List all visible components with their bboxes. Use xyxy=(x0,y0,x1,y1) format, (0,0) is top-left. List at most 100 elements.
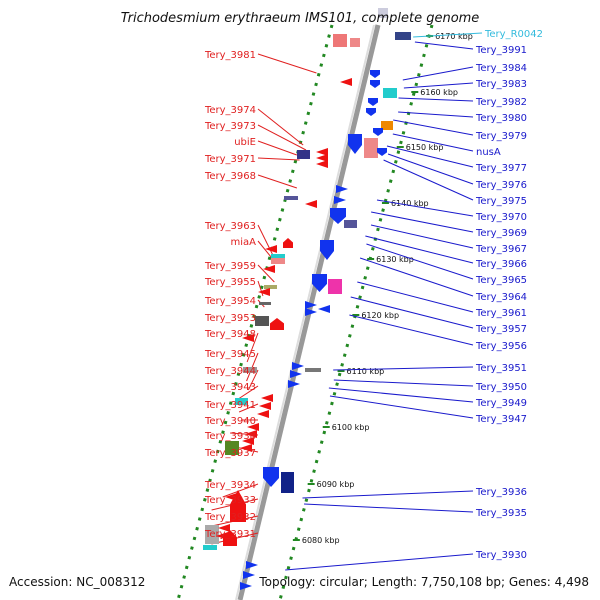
plus-strand-gene[interactable] xyxy=(334,196,346,204)
gene-feature[interactable] xyxy=(305,368,321,372)
gene-label-tery-3934[interactable]: Tery_3934 xyxy=(204,480,256,491)
plus-strand-gene[interactable] xyxy=(366,108,376,116)
gene-label-nusa[interactable]: nusA xyxy=(476,147,501,158)
plus-strand-gene[interactable] xyxy=(263,467,279,487)
plus-strand-gene[interactable] xyxy=(370,80,380,88)
gene-label-ubie[interactable]: ubiE xyxy=(234,137,256,148)
gene-label-tery-3936[interactable]: Tery_3936 xyxy=(475,487,527,498)
gene-label-tery-3973[interactable]: Tery_3973 xyxy=(204,121,256,132)
gene-label-tery-3948[interactable]: Tery_3948 xyxy=(204,329,256,340)
minus-strand-gene[interactable] xyxy=(283,238,293,248)
plus-strand-gene[interactable] xyxy=(305,301,317,309)
gene-label-tery-3933[interactable]: Tery_3933 xyxy=(204,495,256,506)
gene-label-tery-3964[interactable]: Tery_3964 xyxy=(475,292,527,303)
gene-feature[interactable] xyxy=(297,150,310,159)
gene-label-tery-3947[interactable]: Tery_3947 xyxy=(475,414,527,425)
plus-strand-gene[interactable] xyxy=(292,362,304,370)
plus-strand-gene[interactable] xyxy=(368,98,378,106)
minus-strand-gene[interactable] xyxy=(245,430,257,438)
gene-feature[interactable] xyxy=(344,220,357,228)
plus-strand-gene[interactable] xyxy=(377,148,387,156)
gene-label-tery-3935[interactable]: Tery_3935 xyxy=(475,508,527,519)
gene-label-tery-3975[interactable]: Tery_3975 xyxy=(475,196,527,207)
gene-feature[interactable] xyxy=(350,38,360,47)
gene-feature[interactable] xyxy=(281,472,294,493)
gene-label-tery-3963[interactable]: Tery_3963 xyxy=(204,221,256,232)
plus-strand-gene[interactable] xyxy=(320,240,334,260)
gene-feature[interactable] xyxy=(203,545,217,550)
gene-label-tery-3966[interactable]: Tery_3966 xyxy=(475,259,527,270)
gene-feature[interactable] xyxy=(381,121,393,130)
gene-feature[interactable] xyxy=(205,525,219,544)
gene-label-tery-3967[interactable]: Tery_3967 xyxy=(475,244,527,255)
plus-strand-gene[interactable] xyxy=(290,370,302,378)
minus-strand-gene[interactable] xyxy=(316,148,328,156)
gene-label-tery-3950[interactable]: Tery_3950 xyxy=(475,382,527,393)
minus-strand-gene[interactable] xyxy=(305,200,317,208)
minus-strand-gene[interactable] xyxy=(265,245,277,253)
gene-label-tery-3976[interactable]: Tery_3976 xyxy=(475,180,527,191)
gene-feature[interactable] xyxy=(259,302,271,305)
minus-strand-gene[interactable] xyxy=(258,288,270,296)
gene-label-tery-3961[interactable]: Tery_3961 xyxy=(475,308,527,319)
minus-strand-gene[interactable] xyxy=(316,160,328,168)
gene-label-tery-3951[interactable]: Tery_3951 xyxy=(475,363,527,374)
plus-strand-gene[interactable] xyxy=(370,70,380,78)
minus-strand-gene[interactable] xyxy=(242,437,254,445)
gene-label-tery-3945[interactable]: Tery_3945 xyxy=(204,349,256,360)
plus-strand-gene[interactable] xyxy=(336,185,348,193)
minus-strand-gene[interactable] xyxy=(263,265,275,273)
gene-label-tery-3930[interactable]: Tery_3930 xyxy=(475,550,527,561)
gene-feature[interactable] xyxy=(271,258,285,264)
plus-strand-gene[interactable] xyxy=(348,134,362,154)
minus-strand-gene[interactable] xyxy=(218,524,230,532)
minus-strand-gene[interactable] xyxy=(270,318,284,330)
plus-strand-gene[interactable] xyxy=(243,571,255,579)
gene-feature[interactable] xyxy=(255,316,269,326)
plus-strand-gene[interactable] xyxy=(330,208,346,224)
gene-feature[interactable] xyxy=(395,32,411,40)
gene-feature[interactable] xyxy=(264,285,277,289)
gene-label-tery-3941[interactable]: Tery_3941 xyxy=(204,400,256,411)
gene-feature[interactable] xyxy=(328,279,342,294)
gene-label-tery-3956[interactable]: Tery_3956 xyxy=(475,341,527,352)
gene-feature[interactable] xyxy=(383,88,397,98)
minus-strand-gene[interactable] xyxy=(259,402,271,410)
gene-feature[interactable] xyxy=(284,196,298,200)
minus-strand-gene[interactable] xyxy=(240,444,252,452)
gene-label-tery-3969[interactable]: Tery_3969 xyxy=(475,228,527,239)
minus-strand-gene[interactable] xyxy=(247,423,259,431)
gene-label-tery-3981[interactable]: Tery_3981 xyxy=(204,50,256,61)
gene-feature[interactable] xyxy=(235,398,248,405)
gene-label-tery-3931[interactable]: Tery_3931 xyxy=(204,529,256,540)
gene-label-tery-3968[interactable]: Tery_3968 xyxy=(204,171,256,182)
gene-label-tery-3965[interactable]: Tery_3965 xyxy=(475,275,527,286)
gene-label-tery-r0042[interactable]: Tery_R0042 xyxy=(484,29,543,40)
plus-strand-gene[interactable] xyxy=(305,308,317,316)
gene-feature[interactable] xyxy=(378,8,388,18)
gene-label-miaa[interactable]: miaA xyxy=(231,237,257,248)
gene-label-tery-3943[interactable]: Tery_3943 xyxy=(204,382,256,393)
gene-label-tery-3984[interactable]: Tery_3984 xyxy=(475,63,527,74)
plus-strand-gene[interactable] xyxy=(318,305,330,313)
plus-strand-gene[interactable] xyxy=(373,128,383,136)
minus-strand-gene[interactable] xyxy=(230,490,246,522)
gene-label-tery-3937[interactable]: Tery_3937 xyxy=(204,448,256,459)
gene-label-tery-3977[interactable]: Tery_3977 xyxy=(475,163,527,174)
gene-label-tery-3991[interactable]: Tery_3991 xyxy=(475,45,527,56)
gene-label-tery-3940[interactable]: Tery_3940 xyxy=(204,416,256,427)
gene-label-tery-3953[interactable]: Tery_3953 xyxy=(204,313,256,324)
gene-label-tery-3955[interactable]: Tery_3955 xyxy=(204,277,256,288)
gene-label-tery-3949[interactable]: Tery_3949 xyxy=(475,398,527,409)
gene-label-tery-3932[interactable]: Tery_3932 xyxy=(204,512,256,523)
gene-label-tery-3980[interactable]: Tery_3980 xyxy=(475,113,527,124)
gene-feature[interactable] xyxy=(271,254,285,259)
gene-label-tery-3957[interactable]: Tery_3957 xyxy=(475,324,527,335)
minus-strand-gene[interactable] xyxy=(223,530,237,546)
gene-label-tery-3983[interactable]: Tery_3983 xyxy=(475,79,527,90)
gene-label-tery-3944[interactable]: Tery_3944 xyxy=(204,366,256,377)
gene-feature[interactable] xyxy=(225,441,239,455)
minus-strand-gene[interactable] xyxy=(257,410,269,418)
gene-label-tery-3979[interactable]: Tery_3979 xyxy=(475,131,527,142)
plus-strand-gene[interactable] xyxy=(240,582,252,590)
